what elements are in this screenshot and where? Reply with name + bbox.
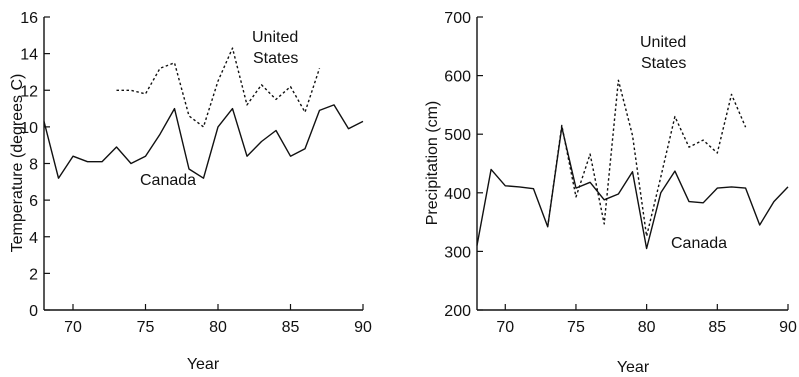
precipitation-y-tick-label: 500 [444, 127, 471, 144]
precipitation-y-tick-label: 700 [444, 10, 471, 27]
precipitation-x-tick-label: 70 [496, 319, 514, 336]
temperature-united-states-line [116, 47, 321, 128]
precipitation-y-tick-label: 200 [444, 303, 471, 320]
precipitation-x-tick-label: 90 [779, 319, 797, 336]
temperature-series-layer [43, 47, 364, 179]
precipitation-chart: 200 300 400 500 600 700 70 75 80 85 90 Year Precip… [424, 10, 797, 376]
precipitation-canada-label: Canada [671, 235, 727, 252]
temperature-us-label-line1: United [252, 29, 298, 46]
temperature-y-tick-label: 2 [29, 266, 38, 283]
temperature-x-tick-label: 90 [354, 319, 372, 336]
precipitation-y-tick-label: 400 [444, 186, 471, 203]
precipitation-series-layer [476, 79, 789, 250]
temperature-y-tick-label: 16 [20, 10, 38, 27]
precipitation-y-tick-label: 600 [444, 69, 471, 86]
temperature-y-tick-label: 12 [20, 83, 38, 100]
temperature-y-tick-label: 6 [29, 193, 38, 210]
precipitation-y-axis-label: Precipitation (cm) [424, 101, 441, 225]
temperature-chart: 0 2 4 6 8 10 12 14 16 70 75 80 85 90 Year Temperature… [9, 10, 372, 373]
temperature-x-tick-label: 80 [209, 319, 227, 336]
precipitation-us-label-line2: States [641, 55, 686, 72]
temperature-y-tick-label: 0 [29, 303, 38, 320]
precipitation-x-tick-label: 75 [567, 319, 585, 336]
precipitation-x-tick-label: 80 [638, 319, 656, 336]
precipitation-x-tick-label: 85 [708, 319, 726, 336]
temperature-y-axis-label: Temperature (degrees C) [9, 74, 26, 253]
temperature-x-tick-label: 85 [282, 319, 300, 336]
precipitation-canada-line [476, 126, 789, 250]
temperature-x-tick-label: 75 [137, 319, 155, 336]
temperature-y-tick-label: 8 [29, 157, 38, 174]
precipitation-united-states-line [547, 79, 747, 237]
precipitation-y-tick-label: 300 [444, 244, 471, 261]
temperature-canada-line [43, 104, 364, 179]
temperature-x-axis-label: Year [187, 356, 220, 373]
temperature-y-tick-label: 10 [20, 120, 38, 137]
temperature-x-tick-label: 70 [64, 319, 82, 336]
temperature-y-tick-label: 14 [20, 47, 38, 64]
temperature-axes: 0 2 4 6 8 10 12 14 16 70 75 80 85 90 [20, 10, 372, 336]
precipitation-us-label-line1: United [640, 34, 686, 51]
precipitation-x-axis-label: Year [617, 359, 650, 376]
temperature-us-label-line2: States [253, 50, 298, 67]
temperature-canada-label: Canada [140, 172, 196, 189]
temperature-y-tick-label: 4 [29, 230, 38, 247]
precipitation-axes: 200 300 400 500 600 700 70 75 80 85 90 [444, 10, 797, 336]
